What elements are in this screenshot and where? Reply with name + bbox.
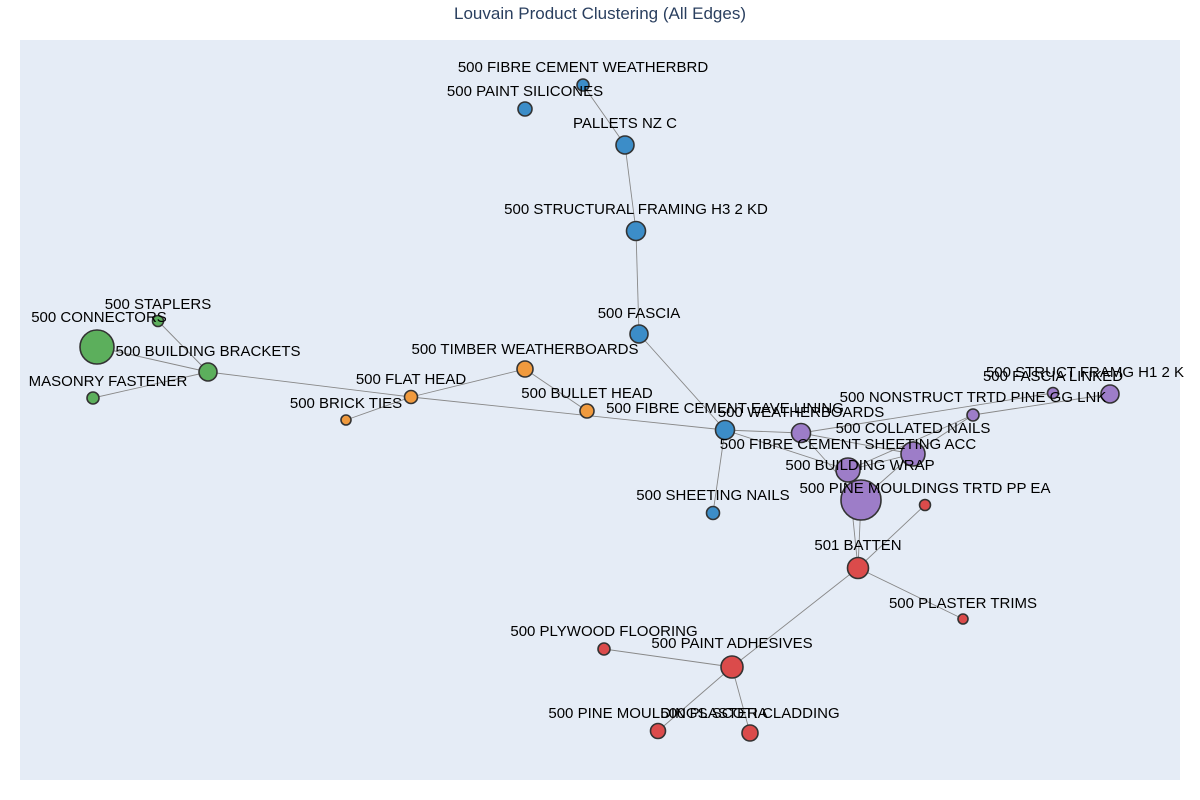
label-fc_eave_lining: 500 FIBRE CEMENT EAVE LINING <box>606 400 844 417</box>
edge-paint_adhesives-pine_mouldings_scotia <box>657 666 733 732</box>
label-plaster_trims: 500 PLASTER TRIMS <box>889 595 1037 612</box>
edge-weatherboards-fascia_linked <box>800 392 1054 434</box>
node-paint_adhesives[interactable] <box>720 655 744 679</box>
node-flat_head[interactable] <box>403 389 419 405</box>
node-red_small[interactable] <box>918 498 932 512</box>
node-bullet_head[interactable] <box>579 403 595 419</box>
label-pine_mouldings_scotia: 500 PINE MOULDINGS SCOTIA <box>548 705 767 722</box>
node-weatherboards[interactable] <box>790 422 812 444</box>
label-plywood_flooring: 500 PLYWOOD FLOORING <box>510 623 697 640</box>
edge-building_brackets-flat_head <box>207 371 412 398</box>
node-struct_framg_h1[interactable] <box>1100 384 1120 404</box>
label-batten: 501 BATTEN <box>814 537 901 554</box>
chart-title: Louvain Product Clustering (All Edges) <box>454 4 746 23</box>
node-paint_silicones[interactable] <box>517 101 533 117</box>
edge-fibre_cement_weatherbrd-pallets_nz_c <box>582 84 626 146</box>
label-fascia_linked: 500 FASCIA LINKED <box>983 368 1123 385</box>
node-pine_mouldings_scotia[interactable] <box>649 722 667 740</box>
label-fc_sheeting_acc: 500 FIBRE CEMENT SHEETING ACC <box>720 436 977 453</box>
node-brick_ties[interactable] <box>340 414 352 426</box>
label-structural_framing: 500 STRUCTURAL FRAMING H3 2 KD <box>504 201 768 218</box>
edge-fascia-fc_eave_lining <box>638 333 726 431</box>
node-fibre_cement_weatherbrd[interactable] <box>576 78 590 92</box>
edge-flat_head-brick_ties <box>345 396 412 421</box>
edge-masonry_fastener-building_brackets <box>92 371 209 399</box>
label-masonry_fastener: MASONRY FASTENER <box>29 373 188 390</box>
plot-area <box>20 40 1180 780</box>
edge-pallets_nz_c-structural_framing <box>624 144 637 232</box>
edge-connectors-building_brackets <box>96 346 209 373</box>
label-connectors: 500 CONNECTORS <box>31 309 167 326</box>
edge-structural_framing-fascia <box>635 230 640 335</box>
node-fc_sheeting_acc[interactable] <box>900 441 926 467</box>
node-pallets_nz_c[interactable] <box>615 135 635 155</box>
label-flat_head: 500 FLAT HEAD <box>356 371 466 388</box>
node-building_brackets[interactable] <box>198 362 218 382</box>
edge-nonstruct_trtd_pine-struct_framg_h1 <box>972 393 1111 416</box>
edge-batten-plaster_trims <box>857 567 964 620</box>
edge-timber_weatherboards-bullet_head <box>524 368 588 412</box>
edge-fc_eave_lining-weatherboards <box>724 429 802 434</box>
node-building_wrap[interactable] <box>835 457 861 483</box>
node-sheeting_nails[interactable] <box>705 505 721 521</box>
edge-flat_head-timber_weatherboards <box>410 368 526 398</box>
label-nonstruct_trtd_pine: 500 NONSTRUCT TRTD PINE GG LNK <box>840 389 1107 406</box>
node-fascia_linked[interactable] <box>1046 386 1060 400</box>
node-structural_framing[interactable] <box>625 220 647 242</box>
node-staplers[interactable] <box>151 314 165 328</box>
label-collated_nails: 500 COLLATED NAILS <box>836 420 991 437</box>
label-building_wrap: 500 BUILDING WRAP <box>785 457 934 474</box>
node-plaster_trims[interactable] <box>957 613 969 625</box>
node-fascia[interactable] <box>629 324 649 344</box>
node-plywood_flooring[interactable] <box>597 642 611 656</box>
label-plaster_cladding: 500 PLASTER CLADDING <box>660 705 839 722</box>
nodes-layer <box>79 78 1120 742</box>
edge-fc_eave_lining-building_wrap <box>724 429 849 471</box>
edge-weatherboards-fc_sheeting_acc <box>800 432 914 455</box>
labels-layer: 500 FIBRE CEMENT WEATHERBRD 500 PAINT SIL… <box>29 59 1184 722</box>
node-pine_mouldings_trtd[interactable] <box>840 479 882 521</box>
node-masonry_fastener[interactable] <box>86 391 100 405</box>
label-bullet_head: 500 BULLET HEAD <box>521 385 653 402</box>
edge-staplers-building_brackets <box>157 320 209 373</box>
label-fascia: 500 FASCIA <box>598 305 681 322</box>
label-building_brackets: 500 BUILDING BRACKETS <box>115 343 300 360</box>
label-fibre_cement_weatherbrd: 500 FIBRE CEMENT WEATHERBRD <box>458 59 708 76</box>
edge-plywood_flooring-paint_adhesives <box>603 648 733 668</box>
edge-fc_eave_lining-sheeting_nails <box>712 429 726 514</box>
label-struct_framg_h1: 500 STRUCT FRAMG H1 2 K <box>986 364 1184 381</box>
label-paint_adhesives: 500 PAINT ADHESIVES <box>651 635 812 652</box>
edge-batten-paint_adhesives <box>731 567 859 668</box>
node-batten[interactable] <box>846 556 870 580</box>
label-pine_mouldings_trtd: 500 PINE MOULDINGS TRTD PP EA <box>800 480 1051 497</box>
node-nonstruct_trtd_pine[interactable] <box>966 408 980 422</box>
edge-flat_head-fc_eave_lining <box>410 396 726 431</box>
node-timber_weatherboards[interactable] <box>516 360 534 378</box>
label-timber_weatherboards: 500 TIMBER WEATHERBOARDS <box>412 341 639 358</box>
node-fc_eave_lining[interactable] <box>714 419 736 441</box>
label-weatherboards: 500 WEATHERBOARDS <box>718 404 884 421</box>
label-pallets_nz_c: PALLETS NZ C <box>573 115 677 132</box>
node-connectors[interactable] <box>79 329 115 365</box>
label-paint_silicones: 500 PAINT SILICONES <box>447 83 603 100</box>
edge-red_small-batten <box>857 504 926 569</box>
label-brick_ties: 500 BRICK TIES <box>290 395 402 412</box>
label-sheeting_nails: 500 SHEETING NAILS <box>636 487 789 504</box>
node-plaster_cladding[interactable] <box>741 724 759 742</box>
label-staplers: 500 STAPLERS <box>105 296 211 313</box>
